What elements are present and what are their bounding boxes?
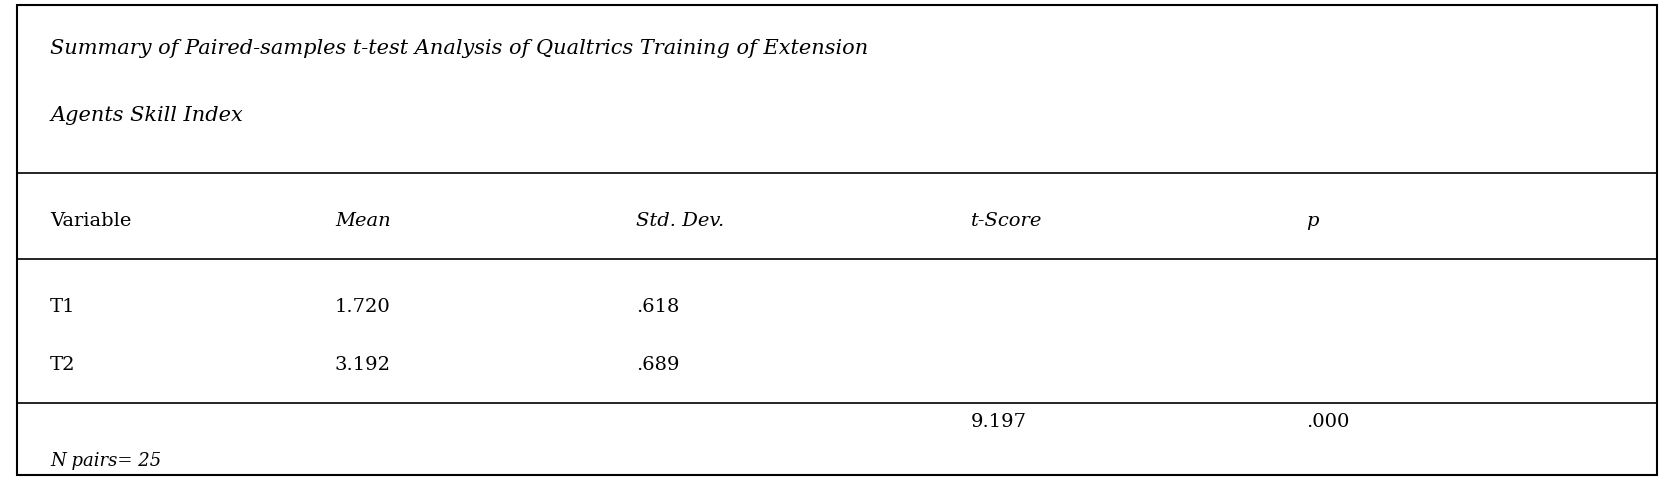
Text: N pairs= 25: N pairs= 25 (50, 452, 161, 470)
Text: 1.720: 1.720 (335, 298, 390, 316)
Text: Std. Dev.: Std. Dev. (636, 212, 724, 230)
Text: t-Score: t-Score (970, 212, 1042, 230)
Text: Agents Skill Index: Agents Skill Index (50, 106, 243, 125)
Text: Summary of Paired-samples t-test Analysis of Qualtrics Training of Extension: Summary of Paired-samples t-test Analysi… (50, 38, 868, 58)
FancyBboxPatch shape (17, 5, 1656, 475)
Text: 9.197: 9.197 (970, 413, 1026, 432)
Text: .618: .618 (636, 298, 679, 316)
Text: p: p (1305, 212, 1317, 230)
Text: Variable: Variable (50, 212, 132, 230)
Text: T1: T1 (50, 298, 75, 316)
Text: Mean: Mean (335, 212, 390, 230)
Text: .000: .000 (1305, 413, 1348, 432)
Text: 3.192: 3.192 (335, 356, 390, 374)
Text: .689: .689 (636, 356, 679, 374)
Text: T2: T2 (50, 356, 75, 374)
